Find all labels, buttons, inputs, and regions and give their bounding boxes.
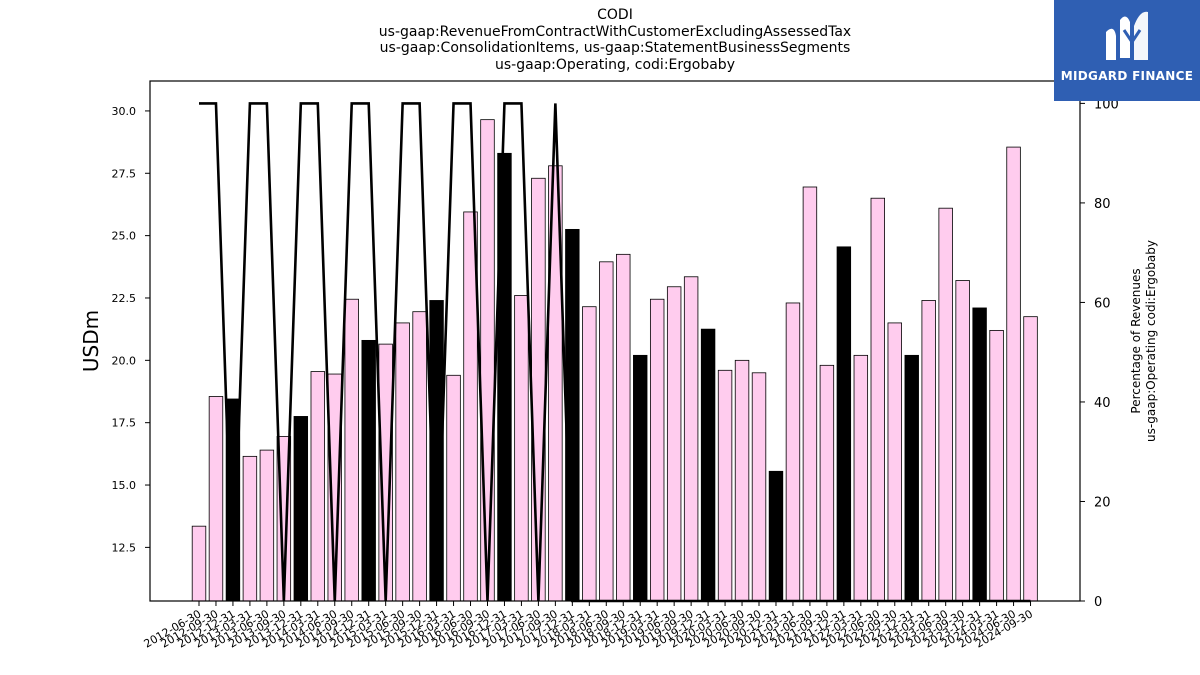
y-tick-label: 22.5: [112, 292, 137, 305]
bar: [887, 322, 902, 602]
y2-tick-label: 20: [1094, 495, 1111, 510]
bar: [853, 354, 869, 602]
y2-axis-label-line-1: Percentage of Revenues: [1129, 268, 1143, 413]
bar: [819, 364, 835, 602]
bar: [259, 449, 275, 602]
y2-tick-label: 60: [1094, 296, 1111, 311]
right-axis-ticks: 0 20 40 60 80 100: [1080, 97, 1119, 610]
bar: [412, 311, 427, 602]
y-tick-label: 17.5: [112, 417, 137, 430]
plot-frame: [149, 80, 1081, 602]
y-axis-label: USDm: [79, 310, 103, 372]
y-tick-label: 15.0: [112, 479, 137, 492]
bar: [904, 354, 919, 602]
chart-title-line-1: CODI: [597, 7, 633, 23]
y-tick-label: 12.5: [112, 541, 137, 554]
axes-layer: USDm Percentage of Revenues us-gaap:Oper…: [79, 80, 1158, 602]
bar: [565, 228, 580, 602]
midgard-logo-icon: [1106, 11, 1148, 60]
bar: [649, 298, 665, 602]
y2-tick-label: 80: [1094, 197, 1111, 212]
y2-tick-label: 0: [1094, 595, 1102, 610]
bar: [955, 280, 970, 602]
bar: [633, 354, 648, 602]
y-tick-label: 25.0: [112, 230, 137, 243]
bar: [870, 197, 886, 602]
bar: [1006, 146, 1021, 602]
logo-text: MIDGARD FINANCE: [1060, 69, 1194, 83]
bar: [582, 306, 597, 602]
bar: [191, 525, 207, 602]
y2-tick-label: 40: [1094, 396, 1111, 411]
bar: [972, 307, 987, 602]
bar: [514, 295, 529, 602]
bar: [599, 261, 614, 602]
bar: [768, 470, 784, 602]
bar: [989, 329, 1004, 602]
bar: [717, 369, 733, 602]
bar: [208, 396, 224, 602]
midgard-finance-logo: MIDGARD FINANCE: [1054, 0, 1200, 101]
bar: [751, 372, 767, 602]
bar: [480, 119, 495, 602]
y2-axis-label-line-2: us-gaap:Operating codi:Ergobaby: [1144, 240, 1158, 442]
bar: [293, 416, 309, 602]
bar: [446, 374, 461, 602]
chart-title-line-4: us-gaap:Operating, codi:Ergobaby: [495, 57, 735, 73]
chart-title-line-3: us-gaap:ConsolidationItems, us-gaap:Stat…: [379, 40, 851, 56]
left-axis-ticks: 12.5 15.0 17.5 20.0 22.5 25.0 27.5 30.0: [112, 105, 150, 554]
bar: [836, 246, 852, 602]
y2-tick-label: 100: [1094, 97, 1119, 112]
y-tick-label: 20.0: [112, 354, 137, 367]
bar: [785, 302, 801, 602]
bar: [938, 207, 953, 602]
bar: [683, 276, 699, 602]
bar: [1023, 316, 1038, 602]
chart-title-line-2: us-gaap:RevenueFromContractWithCustomerE…: [378, 24, 852, 40]
bar: [616, 253, 631, 602]
bar: [666, 286, 682, 602]
bar: [802, 186, 818, 602]
bar: [395, 322, 410, 602]
bar: [734, 359, 750, 602]
bar: [700, 328, 716, 602]
bar: [921, 300, 936, 602]
bar: [344, 298, 359, 602]
bar: [361, 339, 376, 602]
y-tick-label: 27.5: [112, 167, 137, 180]
bar: [310, 371, 325, 602]
bar: [242, 455, 258, 602]
bar: [531, 177, 546, 602]
x-axis-ticks: 2012-06-302012-09-302012-12-312013-03-31…: [142, 601, 1035, 651]
bars-layer: [191, 119, 1038, 602]
y-tick-label: 30.0: [112, 105, 137, 118]
